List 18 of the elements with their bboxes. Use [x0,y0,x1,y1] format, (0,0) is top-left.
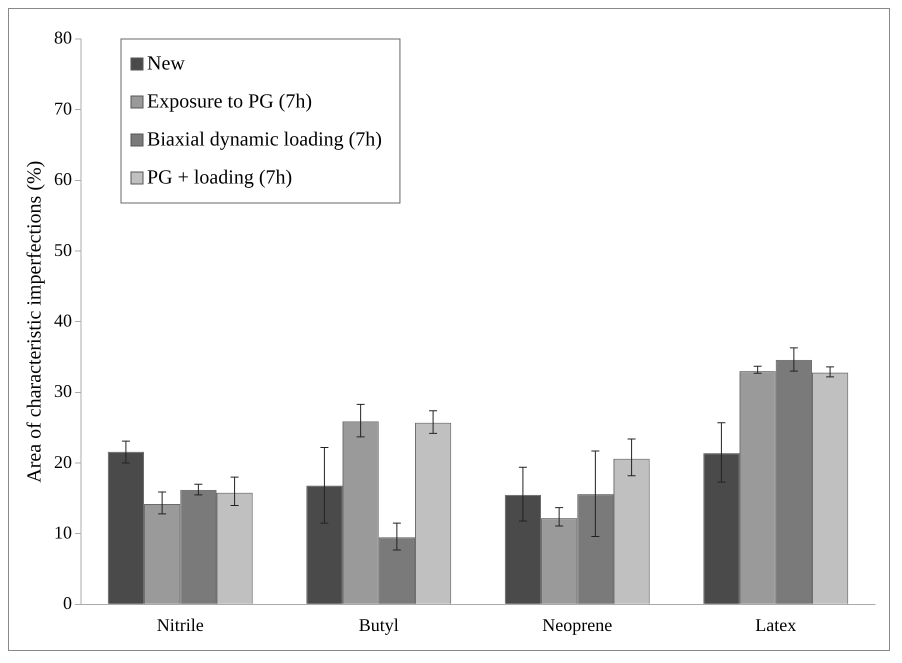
x-tick-label: Nitrile [156,614,204,635]
x-tick-label: Butyl [358,614,399,635]
legend-label: PG + loading (7h) [147,166,292,188]
y-tick-label: 70 [54,98,72,118]
legend-label: New [147,52,186,74]
y-tick-label: 10 [54,522,72,542]
y-tick-label: 60 [54,169,72,190]
y-tick-label: 0 [63,593,72,614]
y-tick-label: 30 [54,381,72,402]
y-tick-label: 40 [54,310,72,330]
y-tick-label: 50 [54,240,72,260]
legend-label: Exposure to PG (7h) [147,90,312,112]
x-tick-label: Latex [755,614,796,635]
y-axis-title: Area of characteristic imperfections (%) [23,160,46,483]
y-tick-label: 80 [54,28,72,48]
legend-label: Biaxial dynamic loading (7h) [147,128,382,150]
y-tick-label: 20 [54,452,72,472]
x-tick-label: Neoprene [542,614,612,635]
